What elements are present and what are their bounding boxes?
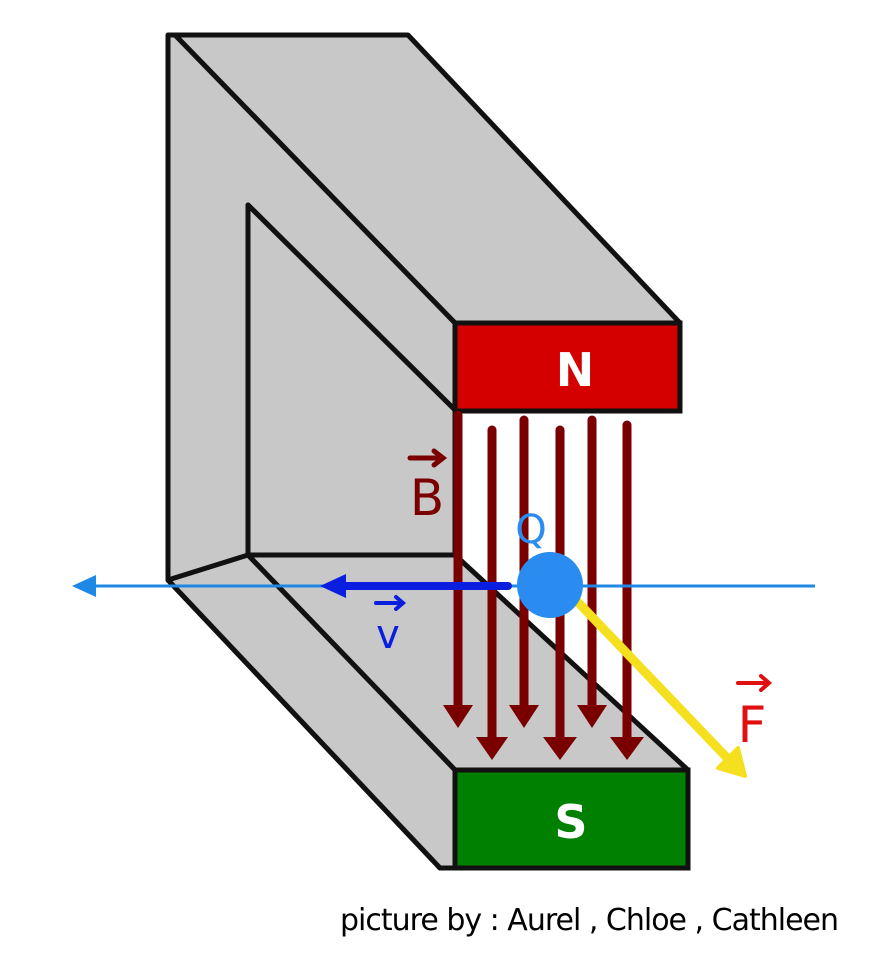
- arrow-down-icon: [610, 737, 644, 760]
- south-pole-block: [452, 767, 691, 871]
- arrow-down-icon: [443, 705, 473, 728]
- force-label-group: F: [736, 674, 773, 754]
- vector-arrow-icon: [374, 595, 407, 611]
- arrow-down-icon: [577, 705, 607, 728]
- charge-q: [517, 552, 583, 618]
- magnet-body: [165, 32, 691, 871]
- arrow-left-icon: [320, 574, 346, 598]
- north-pole-label: N: [556, 343, 595, 397]
- velocity-label: v: [376, 612, 400, 658]
- arrow-down-icon: [543, 737, 577, 760]
- velocity-vector: [320, 574, 512, 598]
- arrow-down-right-icon: [716, 746, 747, 778]
- arrow-left-icon: [72, 575, 96, 597]
- south-pole-label: S: [554, 795, 587, 849]
- vector-arrow-icon: [407, 448, 448, 468]
- charge-label: Q: [515, 507, 546, 553]
- arrow-down-icon: [476, 737, 508, 760]
- field-arrowheads: [443, 705, 644, 760]
- force-vector: [567, 591, 747, 778]
- field-label: B: [410, 469, 444, 527]
- arrow-down-icon: [509, 705, 539, 728]
- velocity-label-group: v: [374, 595, 407, 658]
- vector-arrow-icon: [736, 674, 773, 692]
- force-label: F: [738, 696, 767, 754]
- north-pole-block: [452, 320, 683, 414]
- field-label-group: B: [407, 448, 448, 527]
- credit-text: picture by : Aurel , Chloe , Cathleen: [340, 903, 838, 938]
